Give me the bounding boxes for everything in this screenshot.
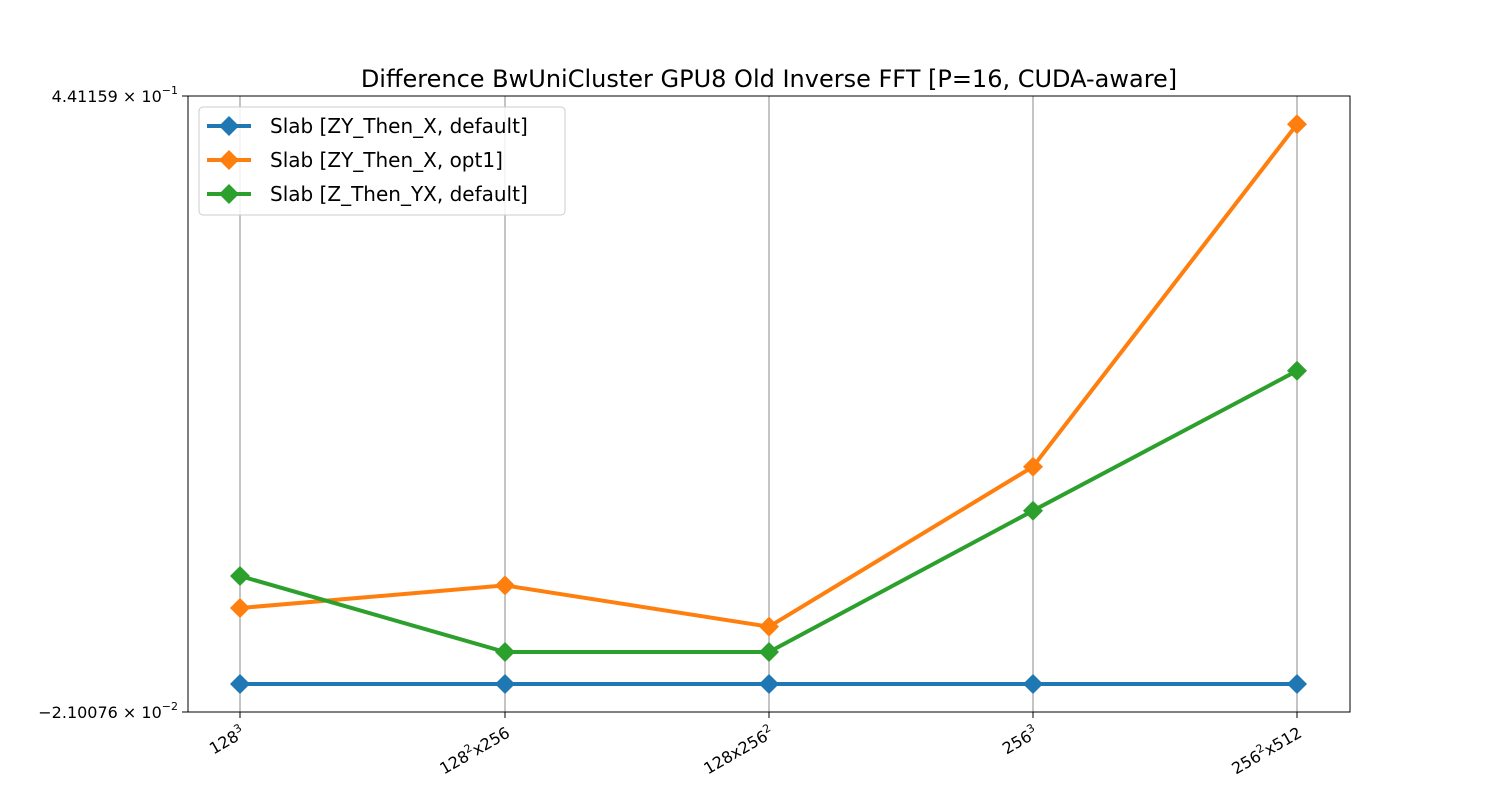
y-tick-exponent: −2 bbox=[162, 700, 178, 713]
series-group bbox=[230, 360, 1307, 663]
data-point-marker bbox=[495, 575, 515, 596]
data-point-marker bbox=[495, 642, 515, 663]
data-point-marker bbox=[230, 673, 250, 694]
data-point-marker bbox=[1287, 673, 1307, 694]
data-point-marker bbox=[1287, 360, 1307, 381]
data-point-marker bbox=[1287, 114, 1307, 135]
data-point-marker bbox=[759, 673, 779, 694]
data-point-marker bbox=[1023, 456, 1043, 477]
legend-label: Slab [Z_Then_YX, default] bbox=[270, 182, 528, 206]
legend-label: Slab [ZY_Then_X, opt1] bbox=[270, 148, 503, 172]
legend-item: Slab [ZY_Then_X, opt1] bbox=[207, 148, 503, 172]
data-point-marker bbox=[1023, 673, 1043, 694]
y-tick-times: × 10 bbox=[118, 87, 162, 106]
data-point-marker bbox=[495, 673, 515, 694]
series-group bbox=[230, 114, 1307, 637]
legend-item: Slab [Z_Then_YX, default] bbox=[207, 182, 528, 206]
y-tick-label: 4.41159 × 10−1 bbox=[52, 84, 178, 106]
data-point-marker bbox=[230, 598, 250, 619]
legend-item: Slab [ZY_Then_X, default] bbox=[207, 114, 528, 138]
legend-marker bbox=[219, 184, 239, 204]
y-tick-mantissa: 4.41159 bbox=[52, 87, 118, 106]
legend-frame bbox=[198, 106, 566, 216]
y-tick-mantissa: −2.10076 bbox=[38, 703, 118, 722]
y-tick-label: −2.10076 × 10−2 bbox=[38, 700, 178, 722]
y-tick-times: × 10 bbox=[118, 703, 162, 722]
series-layer bbox=[230, 114, 1307, 694]
legend: Slab [ZY_Then_X, default] Slab [ZY_Then_X… bbox=[198, 106, 566, 216]
data-point-marker bbox=[230, 566, 250, 587]
data-point-marker bbox=[759, 616, 779, 637]
legend-label: Slab [ZY_Then_X, default] bbox=[270, 114, 528, 138]
legend-marker bbox=[219, 150, 239, 170]
y-axis: 4.41159 × 10−1−2.10076 × 10−2 bbox=[38, 84, 188, 722]
y-tick-exponent: −1 bbox=[162, 84, 178, 97]
series-group bbox=[230, 673, 1307, 694]
chart-title: Difference BwUniCluster GPU8 Old Inverse… bbox=[361, 65, 1177, 93]
data-point-marker bbox=[759, 642, 779, 663]
legend-marker bbox=[219, 116, 239, 136]
data-point-marker bbox=[1023, 500, 1043, 521]
